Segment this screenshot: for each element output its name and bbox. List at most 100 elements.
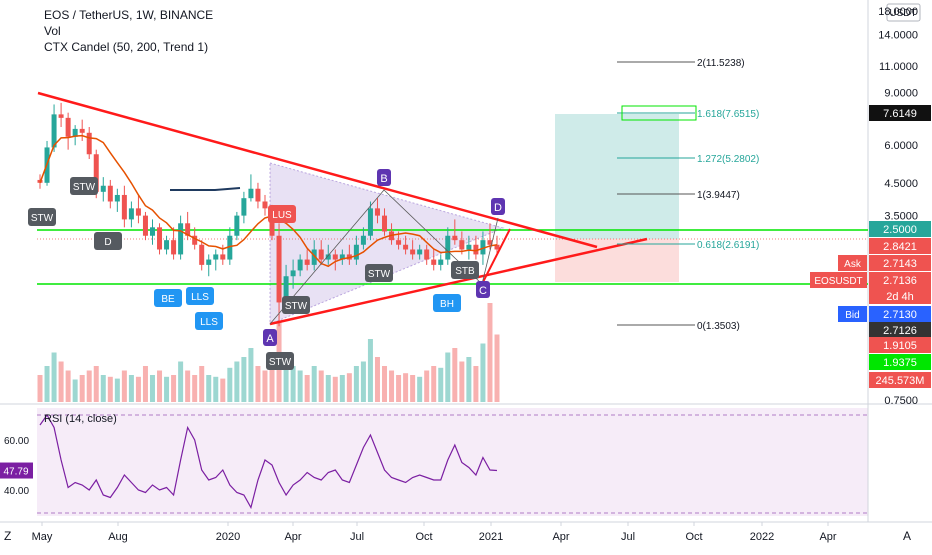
fib-level-label: 1.618(7.6515) bbox=[697, 109, 759, 120]
volume-bar bbox=[58, 361, 64, 402]
volume-bar bbox=[37, 375, 43, 402]
volume-bar bbox=[213, 376, 219, 402]
volume-bar bbox=[325, 375, 331, 402]
volume-bar bbox=[431, 366, 437, 402]
volume-bar bbox=[44, 366, 50, 402]
auto-scale-toggle[interactable]: A bbox=[903, 529, 912, 543]
candle-body bbox=[396, 240, 402, 245]
rsi-legend[interactable]: RSI (14, close) bbox=[44, 413, 117, 425]
abcd-pattern bbox=[269, 189, 499, 325]
price-tag bbox=[869, 272, 931, 288]
candle-body bbox=[466, 244, 472, 250]
time-tick-label: 2021 bbox=[479, 531, 503, 543]
signal-badge-label: STW bbox=[368, 269, 391, 280]
pattern-point-label: C bbox=[479, 285, 487, 297]
time-tick-label: Oct bbox=[415, 531, 432, 543]
price-tag-text: 2.7130 bbox=[883, 309, 917, 321]
volume-bar bbox=[424, 370, 430, 402]
volume-bar bbox=[128, 375, 134, 402]
candle-body bbox=[431, 259, 437, 265]
time-tick-label: Apr bbox=[552, 531, 569, 543]
price-tick-label: 11.0000 bbox=[879, 61, 918, 73]
signal-badge-label: STB bbox=[455, 266, 475, 277]
signal-badge-label: STW bbox=[73, 182, 96, 193]
price-tag-label-box bbox=[838, 306, 867, 322]
candle-body bbox=[185, 223, 191, 236]
volume-bar bbox=[290, 366, 296, 402]
price-tag-text: 2.7136 bbox=[883, 275, 917, 287]
candle-body bbox=[255, 188, 261, 202]
candle-body bbox=[248, 188, 254, 199]
candle-body bbox=[438, 259, 444, 265]
pattern-point-label: B bbox=[380, 173, 387, 185]
candle-body bbox=[311, 249, 317, 265]
volume-bar bbox=[367, 339, 373, 402]
volume-bar bbox=[248, 348, 254, 402]
rsi-tick-label: 60.00 bbox=[4, 436, 29, 447]
volume-bar bbox=[283, 361, 289, 402]
log-scale-toggle[interactable]: Z bbox=[4, 529, 12, 543]
candle-body bbox=[332, 254, 338, 260]
candle-body bbox=[220, 254, 226, 260]
moving-average-long-line bbox=[170, 187, 241, 191]
rsi-value-tag-text: 47.79 bbox=[3, 467, 28, 478]
rsi-background bbox=[37, 408, 868, 516]
volume-bar bbox=[487, 303, 493, 402]
candle-body bbox=[304, 259, 310, 265]
volume-bar bbox=[480, 343, 486, 402]
legend-indicator[interactable]: CTX Candel (50, 200, Trend 1) bbox=[44, 40, 209, 54]
candle-body bbox=[164, 240, 170, 250]
volume-bar bbox=[403, 373, 409, 402]
volume-bar bbox=[255, 366, 261, 402]
price-tag-text: 1.9105 bbox=[883, 340, 917, 352]
signal-badge-label: LLS bbox=[200, 317, 218, 328]
volume-bar bbox=[269, 366, 275, 402]
volume-bar bbox=[178, 361, 184, 402]
fib-level-label: 1(3.9447) bbox=[697, 190, 740, 201]
price-tag-text: 1.9375 bbox=[883, 357, 917, 369]
volume-bar bbox=[86, 370, 92, 402]
price-tag-label: Bid bbox=[845, 310, 859, 321]
volume-bar bbox=[93, 366, 99, 402]
volume-bar bbox=[199, 366, 205, 402]
candle-body bbox=[417, 249, 423, 255]
rsi-line bbox=[39, 413, 498, 510]
time-tick-label: Oct bbox=[685, 531, 702, 543]
time-tick-label: Apr bbox=[819, 531, 836, 543]
candle-body bbox=[445, 235, 451, 260]
candle-body bbox=[290, 270, 296, 277]
signal-badge-label: BE bbox=[161, 294, 175, 305]
volume-bar bbox=[157, 370, 163, 402]
volume-bar bbox=[72, 379, 78, 402]
uptrend-line bbox=[269, 237, 648, 326]
volume-bar bbox=[51, 352, 57, 402]
legend-volume[interactable]: Vol bbox=[44, 24, 61, 38]
candle-body bbox=[403, 244, 409, 250]
volume-bar bbox=[353, 366, 359, 402]
candle-body bbox=[276, 235, 282, 303]
candle-body bbox=[206, 259, 212, 265]
legend-symbol[interactable]: EOS / TetherUS, 1W, BINANCE bbox=[44, 8, 214, 22]
volume-bar bbox=[311, 366, 317, 402]
price-tag-label: EOSUSDT bbox=[814, 276, 862, 287]
volume-bar bbox=[417, 376, 423, 402]
candle-body bbox=[121, 194, 127, 220]
volume-bar bbox=[332, 376, 338, 402]
candle-body bbox=[72, 128, 78, 137]
candle-body bbox=[360, 235, 366, 245]
candle-body bbox=[241, 198, 247, 216]
signal-badge-label: STW bbox=[31, 213, 54, 224]
volume-bar bbox=[466, 357, 472, 402]
candle-body bbox=[494, 244, 500, 250]
price-tick-label: 4.5000 bbox=[884, 178, 918, 190]
signal-badge bbox=[266, 352, 294, 370]
candle-body bbox=[367, 208, 373, 236]
volume-bar bbox=[100, 375, 106, 402]
signal-badge-label: STW bbox=[269, 357, 292, 368]
candle-body bbox=[297, 259, 303, 271]
signal-badge bbox=[365, 264, 393, 282]
signal-badge bbox=[195, 312, 223, 330]
volume-bar bbox=[192, 375, 198, 402]
